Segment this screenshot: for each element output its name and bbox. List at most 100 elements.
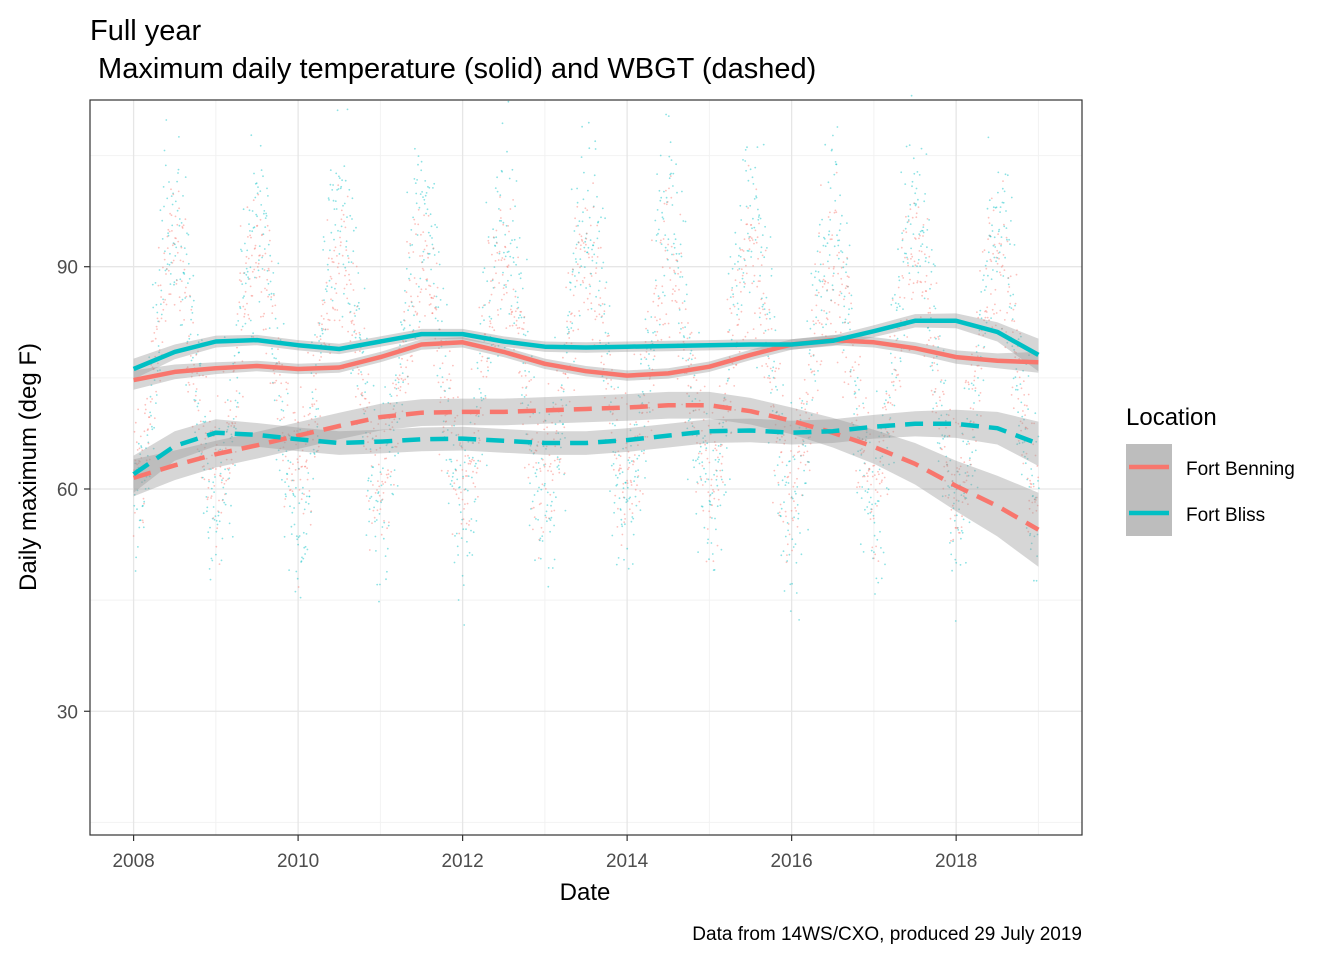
point-fort-bliss — [1020, 473, 1023, 476]
point-fort-bliss — [890, 362, 893, 364]
point-fort-benning — [996, 249, 999, 252]
point-fort-bliss — [389, 475, 392, 478]
point-fort-benning — [660, 302, 663, 305]
point-fort-benning — [618, 467, 621, 470]
point-fort-benning — [384, 423, 387, 425]
point-fort-benning — [668, 187, 670, 190]
point-fort-benning — [302, 512, 305, 515]
point-fort-bliss — [331, 189, 334, 191]
point-fort-benning — [429, 285, 432, 287]
point-fort-benning — [1011, 386, 1014, 389]
point-fort-benning — [363, 445, 365, 447]
point-fort-bliss — [904, 227, 907, 230]
point-fort-benning — [940, 447, 942, 450]
point-fort-benning — [288, 489, 291, 492]
point-fort-benning — [960, 526, 963, 528]
point-fort-benning — [383, 430, 386, 433]
point-fort-bliss — [496, 190, 499, 193]
point-fort-benning — [265, 289, 268, 291]
point-fort-benning — [978, 399, 981, 402]
point-fort-bliss — [936, 442, 939, 444]
point-fort-benning — [432, 297, 434, 300]
point-fort-bliss — [879, 457, 882, 459]
point-fort-benning — [549, 463, 552, 465]
point-fort-benning — [998, 257, 1000, 260]
point-fort-bliss — [448, 387, 450, 390]
point-fort-benning — [782, 434, 785, 436]
point-fort-bliss — [643, 449, 645, 452]
point-fort-bliss — [805, 482, 807, 484]
point-fort-bliss — [254, 196, 257, 199]
point-fort-benning — [450, 431, 453, 434]
point-fort-bliss — [803, 469, 805, 472]
point-fort-benning — [468, 524, 470, 526]
point-fort-bliss — [194, 431, 197, 434]
point-fort-benning — [148, 416, 150, 419]
point-fort-bliss — [402, 381, 404, 384]
point-fort-benning — [672, 288, 674, 291]
point-fort-benning — [279, 396, 282, 398]
point-fort-bliss — [743, 259, 746, 262]
point-fort-benning — [655, 284, 658, 287]
point-fort-bliss — [942, 349, 945, 352]
point-fort-bliss — [566, 326, 569, 329]
point-fort-benning — [1033, 422, 1035, 425]
point-fort-bliss — [391, 446, 394, 449]
point-fort-benning — [785, 515, 787, 518]
point-fort-bliss — [142, 504, 144, 507]
point-fort-bliss — [237, 351, 240, 354]
point-fort-bliss — [970, 382, 973, 385]
point-fort-bliss — [808, 352, 811, 355]
point-fort-benning — [160, 296, 163, 298]
point-fort-bliss — [336, 109, 339, 112]
point-fort-bliss — [244, 322, 247, 325]
point-fort-bliss — [345, 246, 347, 248]
point-fort-bliss — [142, 526, 145, 529]
point-fort-bliss — [480, 399, 483, 402]
point-fort-benning — [826, 318, 829, 321]
point-fort-benning — [137, 408, 140, 411]
point-fort-benning — [164, 320, 167, 322]
point-fort-bliss — [753, 198, 756, 200]
point-fort-bliss — [877, 500, 880, 502]
point-fort-benning — [943, 445, 946, 448]
point-fort-bliss — [792, 546, 795, 548]
point-fort-benning — [292, 479, 295, 482]
point-fort-benning — [1003, 319, 1006, 321]
point-fort-benning — [356, 366, 359, 369]
point-fort-benning — [946, 470, 949, 473]
point-fort-bliss — [459, 511, 462, 514]
point-fort-bliss — [153, 379, 156, 381]
point-fort-bliss — [450, 479, 453, 482]
point-fort-bliss — [541, 540, 544, 542]
point-fort-benning — [778, 511, 781, 514]
point-fort-bliss — [906, 256, 908, 259]
point-fort-bliss — [313, 452, 315, 454]
point-fort-benning — [248, 317, 251, 320]
point-fort-bliss — [886, 431, 889, 434]
point-fort-bliss — [679, 276, 681, 278]
point-fort-bliss — [327, 268, 329, 271]
point-fort-benning — [958, 531, 960, 534]
point-fort-bliss — [501, 122, 504, 125]
point-fort-benning — [393, 418, 396, 421]
point-fort-bliss — [1037, 480, 1039, 482]
point-fort-bliss — [504, 255, 507, 258]
point-fort-bliss — [629, 429, 632, 432]
point-fort-bliss — [421, 191, 423, 193]
point-fort-bliss — [743, 281, 745, 283]
point-fort-benning — [359, 350, 361, 352]
point-fort-bliss — [950, 553, 953, 556]
point-fort-benning — [475, 471, 478, 474]
point-fort-bliss — [760, 246, 763, 249]
point-fort-bliss — [992, 269, 994, 271]
point-fort-bliss — [508, 177, 511, 180]
point-fort-bliss — [367, 477, 370, 480]
point-fort-benning — [241, 360, 244, 363]
point-fort-benning — [610, 431, 613, 434]
point-fort-benning — [794, 437, 797, 440]
point-fort-benning — [730, 312, 733, 314]
point-fort-benning — [629, 479, 632, 482]
point-fort-bliss — [423, 259, 425, 261]
point-fort-bliss — [579, 258, 582, 260]
